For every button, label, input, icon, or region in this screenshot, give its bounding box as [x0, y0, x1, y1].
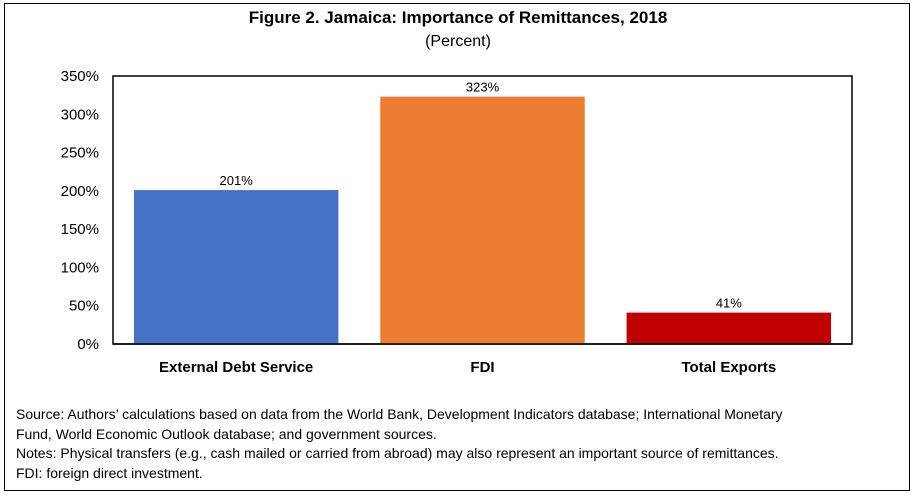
chart-subtitle: (Percent): [425, 33, 491, 50]
source-line-2: Fund, World Economic Outlook database; a…: [16, 425, 437, 442]
data-label: 201%: [220, 173, 254, 188]
data-label: 41%: [716, 296, 742, 311]
data-label: 323%: [466, 80, 500, 95]
y-tick-label: 150%: [61, 221, 99, 238]
y-tick-label: 300%: [61, 106, 99, 123]
bar-chart: 0% 50% 100% 150% 200% 250% 300% 350% 201% Externa…: [61, 68, 853, 376]
y-tick-label: 100%: [61, 259, 99, 276]
figure-notes: Source: Authors’ calculations based on d…: [16, 405, 906, 483]
y-tick-label: 50%: [69, 298, 99, 315]
y-tick-label: 200%: [61, 183, 99, 200]
y-tick-label: 250%: [61, 145, 99, 162]
x-category-label: Total Exports: [681, 359, 776, 376]
bar: [380, 96, 585, 344]
source-line-1: Source: Authors’ calculations based on d…: [16, 406, 783, 422]
bar: [133, 190, 339, 344]
fdi-definition-line: FDI: foreign direct investment.: [16, 464, 203, 481]
x-category-label: FDI: [470, 359, 494, 376]
x-category-label: External Debt Service: [159, 359, 313, 376]
y-tick-label: 350%: [61, 68, 99, 85]
bar: [626, 312, 832, 344]
notes-line: Notes: Physical transfers (e.g., cash ma…: [16, 445, 779, 461]
figure-frame: [4, 3, 910, 491]
y-tick-label: 0%: [77, 336, 99, 353]
chart-title: Figure 2. Jamaica: Importance of Remitta…: [248, 8, 668, 27]
